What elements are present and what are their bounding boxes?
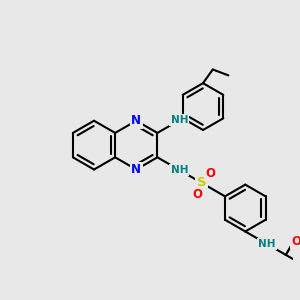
Text: NH: NH	[171, 115, 188, 125]
Text: N: N	[131, 114, 141, 127]
Text: O: O	[193, 188, 202, 202]
Text: O: O	[292, 235, 300, 248]
Text: S: S	[196, 176, 206, 189]
Text: NH: NH	[259, 239, 276, 249]
Text: N: N	[131, 163, 141, 176]
Text: O: O	[205, 167, 215, 180]
Text: NH: NH	[171, 165, 188, 175]
